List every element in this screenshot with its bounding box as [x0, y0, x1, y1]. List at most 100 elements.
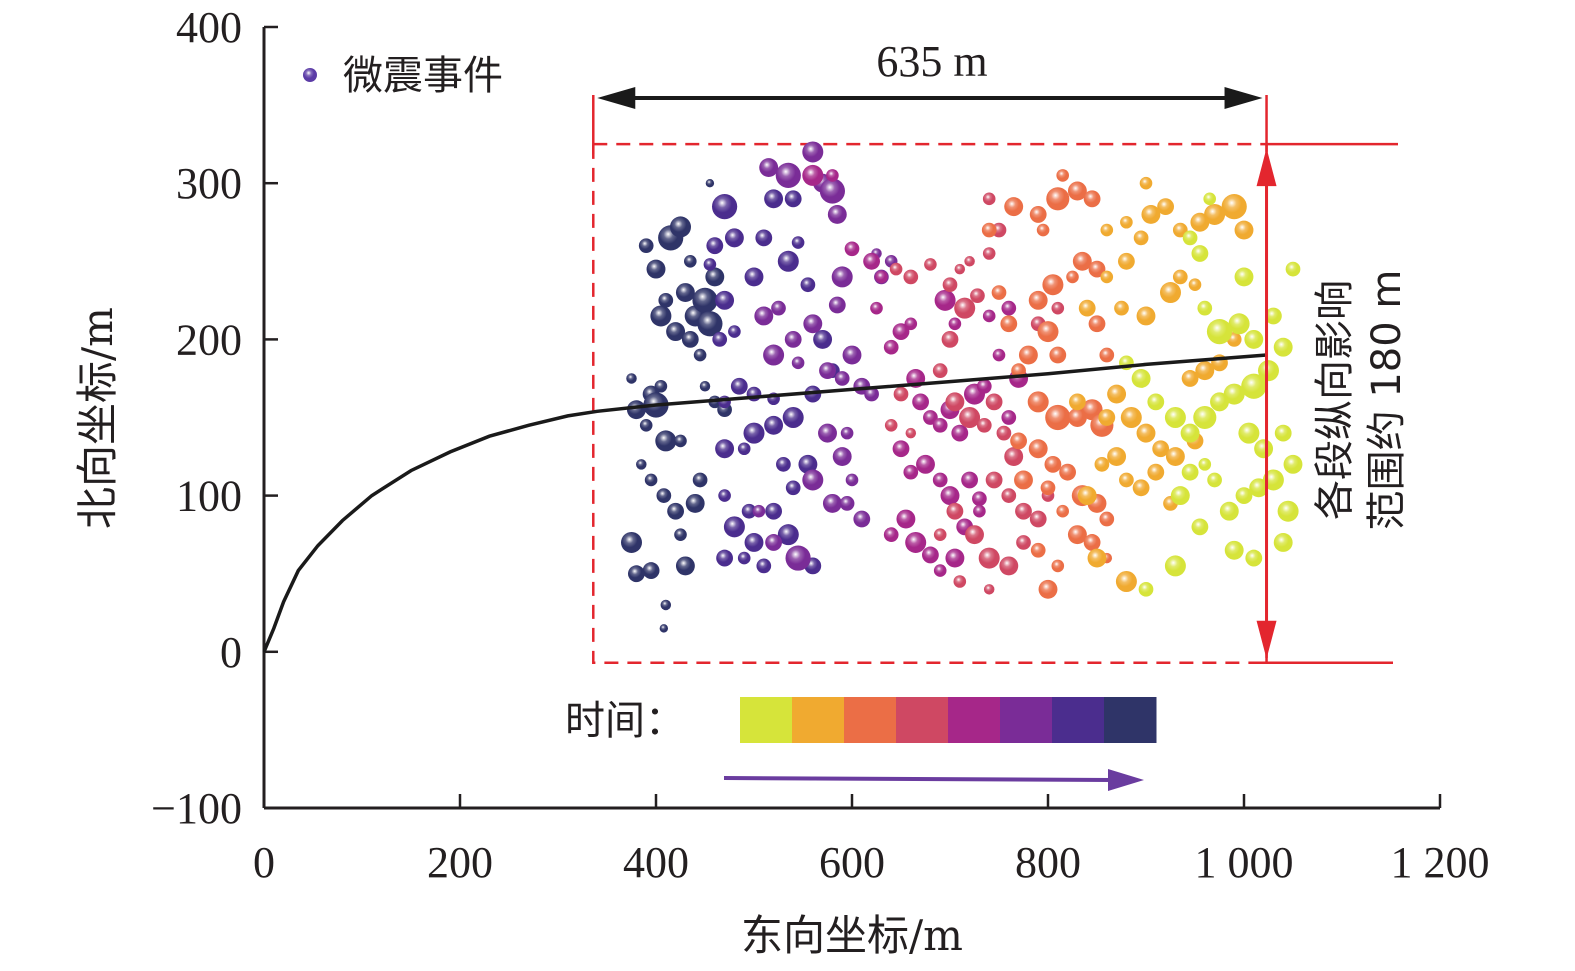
event-point	[1036, 223, 1050, 237]
event-point	[642, 562, 660, 579]
event-point	[1072, 251, 1092, 271]
axes: 0 200 400 600 800 1 000 1 200 −100010020030040…	[151, 3, 1489, 887]
event-point	[650, 305, 672, 327]
event-series-t5	[802, 164, 1029, 577]
event-point	[946, 502, 964, 520]
event-point	[1181, 463, 1199, 481]
event-point	[1028, 290, 1048, 310]
event-point	[692, 287, 718, 313]
event-point	[1118, 252, 1135, 270]
event-point	[959, 407, 981, 428]
event-point	[985, 393, 1003, 411]
event-point	[978, 547, 1000, 569]
event-point	[765, 534, 782, 551]
event-point	[674, 528, 687, 541]
event-point	[954, 263, 966, 275]
x-axis-title: 东向坐标/m	[741, 911, 963, 960]
event-point	[976, 378, 992, 394]
event-point	[1277, 500, 1299, 522]
x-tick-label: 1 000	[1195, 838, 1294, 887]
event-point	[1191, 245, 1209, 262]
event-point	[892, 440, 910, 458]
legend: 微震事件	[303, 53, 503, 99]
event-point	[924, 258, 937, 271]
event-point	[831, 266, 853, 288]
event-point	[1001, 300, 1017, 316]
event-point	[953, 575, 967, 588]
event-point	[1067, 181, 1087, 201]
legend-marker	[303, 68, 317, 82]
event-point	[681, 331, 699, 348]
event-point	[934, 289, 956, 311]
event-series-t7	[703, 189, 840, 575]
event-point	[764, 415, 784, 435]
event-point	[945, 548, 965, 568]
event-point	[1147, 463, 1165, 481]
event-point	[1262, 469, 1284, 491]
event-point	[976, 417, 992, 433]
event-point	[791, 236, 805, 249]
event-point	[1235, 487, 1253, 504]
event-point	[1228, 313, 1250, 335]
colorbar-swatch	[844, 697, 897, 743]
event-point	[1180, 423, 1200, 443]
event-point	[1029, 510, 1047, 528]
event-point	[667, 502, 684, 520]
event-point	[741, 503, 757, 519]
event-point	[875, 270, 888, 284]
x-ticks: 0 200 400 600 800 1 000 1 200	[253, 794, 1490, 887]
event-point	[705, 179, 715, 188]
event-point	[785, 480, 801, 496]
event-point	[754, 306, 774, 326]
event-point	[933, 564, 947, 577]
event-point	[1045, 404, 1071, 431]
event-point	[644, 473, 658, 487]
event-point	[1042, 274, 1064, 296]
event-point	[791, 356, 805, 370]
event-point	[840, 426, 854, 440]
event-point	[1131, 369, 1151, 388]
event-point	[1001, 410, 1017, 425]
event-point	[1207, 472, 1222, 488]
event-point	[951, 424, 969, 442]
event-point	[803, 314, 823, 334]
event-point	[699, 381, 711, 392]
event-point	[1016, 535, 1031, 550]
event-point	[1099, 511, 1115, 527]
event-point	[1241, 373, 1267, 399]
event-point	[1115, 571, 1137, 593]
event-point	[992, 348, 1006, 362]
event-point	[1136, 306, 1156, 326]
y-axis-title: 北向坐标/m	[73, 307, 122, 529]
event-point	[1087, 548, 1107, 568]
event-point	[1188, 278, 1202, 292]
event-series-t3	[981, 169, 1115, 599]
event-point	[1221, 194, 1247, 220]
event-point	[638, 238, 654, 254]
event-point	[776, 457, 791, 472]
event-point	[712, 194, 738, 220]
event-point	[896, 509, 916, 529]
event-point	[845, 473, 859, 487]
event-point	[771, 300, 786, 316]
event-point	[1030, 542, 1046, 558]
event-point	[705, 267, 725, 287]
time-arrow-head	[1108, 769, 1144, 791]
event-point	[684, 254, 697, 268]
event-point	[784, 331, 802, 348]
event-point	[1245, 549, 1263, 567]
event-point	[730, 377, 748, 395]
event-series-t2	[1069, 176, 1254, 593]
event-point	[954, 297, 976, 319]
event-point	[1258, 360, 1279, 382]
event-point	[1210, 392, 1229, 412]
event-point	[1015, 502, 1032, 520]
event-point	[639, 419, 653, 432]
event-point	[1120, 407, 1142, 428]
event-point	[883, 339, 899, 355]
event-point	[941, 331, 959, 348]
event-point	[685, 493, 705, 513]
event-point	[764, 189, 784, 209]
y-tick-label: 100	[176, 472, 242, 521]
event-point	[818, 423, 837, 443]
